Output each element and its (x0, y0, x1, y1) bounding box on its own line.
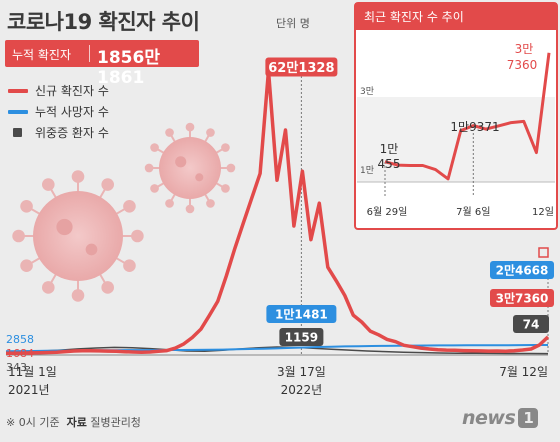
virus-decoration (12, 122, 236, 302)
end-new-cases-label: 3만7360 (496, 290, 549, 305)
legend-label-deaths: 누적 사망자 수 (35, 105, 109, 119)
peak-deaths-label: 1만1481 (275, 306, 328, 321)
legend-item-deaths: 누적 사망자 수 (8, 103, 109, 124)
inset-point-label: 3만 (515, 42, 534, 56)
inset-x-tick: 6월 29일 (367, 206, 408, 218)
end-new-cases-label-box (490, 289, 554, 307)
inset-point-label: 1만 (380, 142, 399, 156)
legend-swatch-deaths (8, 109, 28, 114)
news1-logo: news 1 (462, 407, 539, 429)
peak-new-cases-label: 62만1328 (268, 60, 334, 76)
inset-band (357, 97, 555, 182)
unit-label: 단위 명 (276, 17, 310, 30)
inset-y-tick: 1만 (360, 165, 374, 176)
inset-y-tick: 3만 (360, 86, 374, 97)
end-critical-label-box (513, 315, 549, 333)
start-value-label: 1684 (6, 347, 34, 360)
peak-critical-label: 1159 (285, 330, 318, 344)
cumulative-divider (89, 45, 90, 62)
x-tick-label: 7월 12일 (499, 365, 548, 379)
inset-header (355, 3, 557, 30)
legend-label-new-cases: 신규 확진자 수 (35, 84, 109, 98)
legend: 신규 확진자 수 누적 사망자 수 위중증 환자 수 (8, 82, 109, 145)
legend-swatch-new-cases (8, 88, 28, 93)
inset-x-tick: 7월 6일 (456, 206, 490, 218)
legend-item-new-cases: 신규 확진자 수 (8, 82, 109, 103)
x-tick-label: 11월 1일 (8, 365, 57, 379)
start-value-label: 2858 (6, 333, 34, 346)
series-new-cases-line (5, 68, 550, 356)
virus-icon (144, 122, 236, 214)
inset-point-label: 455 (378, 157, 401, 171)
peak-new-cases-label-box (265, 57, 338, 77)
legend-item-critical: 위중증 환자 수 (8, 124, 109, 145)
legend-swatch-critical (13, 128, 22, 137)
start-value-label: 343 (6, 361, 27, 374)
inset-series-line (384, 52, 551, 181)
end-deaths-label-box (490, 261, 554, 279)
series-critical-line (5, 346, 549, 355)
end-critical-label: 74 (523, 317, 540, 331)
footer-source-label: 자료 (66, 416, 87, 429)
footer-source-value: 질병관리청 (90, 416, 141, 429)
logo-text: news (462, 407, 516, 429)
footer: ※ 0시 기준 자료 질병관리청 (6, 414, 141, 430)
logo-number: 1 (518, 408, 539, 428)
cumulative-cases-box: 누적 확진자 1856만1861 (5, 40, 199, 88)
peak-critical-label-box (279, 328, 324, 346)
peak-deaths-label-box (266, 305, 337, 323)
inset-title: 최근 확진자 수 추이 (364, 10, 464, 24)
x-tick-label: 2022년 (281, 383, 323, 397)
inset-point-label: 1만9371 (450, 120, 499, 134)
inset-x-tick: 12일 (532, 206, 554, 218)
link-marker (538, 247, 549, 258)
end-deaths-label: 2만4668 (496, 262, 549, 277)
main-chart: 2858168434362만13281만148111592만46683만7360… (5, 57, 554, 397)
inset-point-label: 7360 (507, 58, 538, 72)
x-tick-label: 2021년 (8, 383, 50, 397)
cumulative-cases-value: 1856만1861 (97, 48, 160, 88)
x-tick-label: 3월 17일 (277, 365, 326, 379)
legend-label-critical: 위중증 환자 수 (35, 126, 109, 140)
footer-note: ※ 0시 기준 (6, 416, 60, 429)
page-title: 코로나19 확진자 추이 (7, 10, 200, 34)
virus-icon (12, 170, 144, 302)
cumulative-cases-label: 누적 확진자 (12, 48, 72, 62)
